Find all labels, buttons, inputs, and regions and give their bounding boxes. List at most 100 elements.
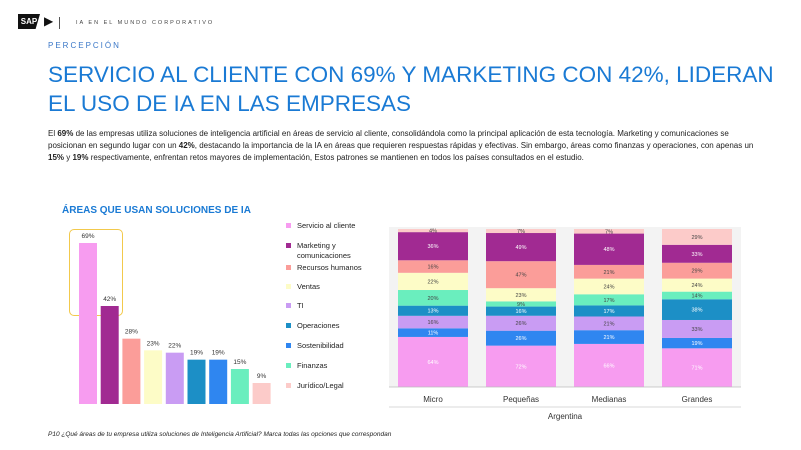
bar-data-label: 42% [103,296,116,303]
x-tick-label: Grandes [682,395,713,404]
segment-data-label: 22% [427,279,438,285]
segment-data-label: 23% [515,293,526,299]
stacked-segment [574,305,644,317]
arrow-icon: ▶ [44,14,54,28]
segment-data-label: 24% [603,284,614,290]
stacked-segment [662,229,732,245]
bar [165,352,184,404]
sap-logo: SAP [18,14,40,29]
bar [79,243,97,404]
segment-data-label: 72% [515,364,526,370]
bar-data-label: 22% [168,343,181,350]
x-tick-label: Medianas [592,395,627,404]
body-highlight: 42% [178,141,195,150]
legend-swatch [286,303,291,308]
legend-item: Sostenibilidad [286,341,344,351]
bar-data-label: 19% [190,350,203,357]
stacked-segment [574,294,644,306]
legend-item: Finanzas [286,361,327,371]
segment-data-label: 7% [605,229,613,235]
section-label: PERCEPCIÓN [48,41,121,50]
legend-item: Marketing y comunicaciones [286,241,386,261]
legend-swatch [286,323,291,328]
bar-data-label: 15% [233,359,246,366]
x-tick-label: Micro [423,395,443,404]
divider [59,17,60,29]
stacked-segment [662,244,732,263]
chart-title: ÁREAS QUE USAN SOLUCIONES DE IA [62,205,251,216]
stacked-segment [486,229,556,234]
segment-data-label: 26% [515,321,526,327]
stacked-segment [574,278,644,295]
body-text: respectivamente, enfrentan retos mayores… [88,153,584,162]
stacked-segment [398,305,468,316]
body-highlight: 15% [48,153,65,162]
segment-data-label: 17% [603,309,614,315]
bar-data-label: 69% [81,233,94,240]
segment-data-label: 33% [691,327,702,333]
body-paragraph: El 69% de las empresas utiliza solucione… [48,128,754,164]
segment-data-label: 66% [603,363,614,369]
segment-data-label: 16% [427,265,438,271]
segment-data-label: 49% [515,245,526,251]
stacked-segment [662,278,732,292]
top-bar: SAP ▶ IA EN EL MUNDO CORPORATIVO [0,0,801,34]
legend-swatch [286,343,291,348]
legend-item: Jurídico/Legal [286,381,344,391]
segment-data-label: 16% [427,320,438,326]
body-text: de las empresas utiliza soluciones de in… [48,129,729,150]
stacked-segment [574,343,644,387]
segment-data-label: 47% [515,273,526,279]
bar [230,369,249,404]
body-text: y [64,153,73,162]
segment-data-label: 4% [429,229,437,235]
stacked-segment [398,260,468,273]
legend-item: TI [286,301,304,311]
stacked-segment [574,264,644,279]
segment-data-label: 71% [691,366,702,372]
stacked-segment [662,291,732,300]
bar [209,359,228,404]
segment-data-label: 19% [691,341,702,347]
stacked-segment [398,315,468,329]
bar [252,383,271,404]
bar [122,338,141,404]
segment-data-label: 17% [603,298,614,304]
stacked-segment [398,290,468,306]
x-tick-label: Pequeñas [503,395,539,404]
footnote: P10 ¿Qué áreas de tu empresa utiliza sol… [48,431,392,438]
segment-data-label: 29% [691,235,702,241]
legend-swatch [286,284,291,289]
legend-swatch [286,383,291,388]
legend-label: Sostenibilidad [297,341,344,350]
segment-data-label: 29% [691,269,702,275]
stacked-segment [486,288,556,302]
legend-label: TI [297,301,304,310]
stacked-segment [662,319,732,338]
segment-data-label: 38% [691,308,702,314]
segment-data-label: 21% [603,335,614,341]
header-caption: IA EN EL MUNDO CORPORATIVO [76,20,215,26]
segment-data-label: 14% [691,293,702,299]
legend-item: Recursos humanos [286,263,362,273]
legend-item: Ventas [286,282,320,292]
body-highlight: 19% [72,153,89,162]
bar [144,350,163,404]
stacked-segment [574,316,644,331]
bar [100,306,119,404]
stacked-segment [486,315,556,331]
bar-data-label: 19% [212,350,225,357]
bar-data-label: 9% [257,373,267,380]
stacked-segment [486,301,556,307]
legend-label: Jurídico/Legal [297,381,344,390]
body-text: , destacando la importancia de la IA en … [194,141,754,150]
segment-data-label: 16% [515,309,526,315]
stacked-segment [398,336,468,387]
bar [187,359,206,404]
stacked-segment [398,328,468,337]
legend-swatch [286,363,291,368]
stacked-segment [486,306,556,316]
segment-data-label: 64% [427,360,438,366]
stacked-segment [398,272,468,291]
